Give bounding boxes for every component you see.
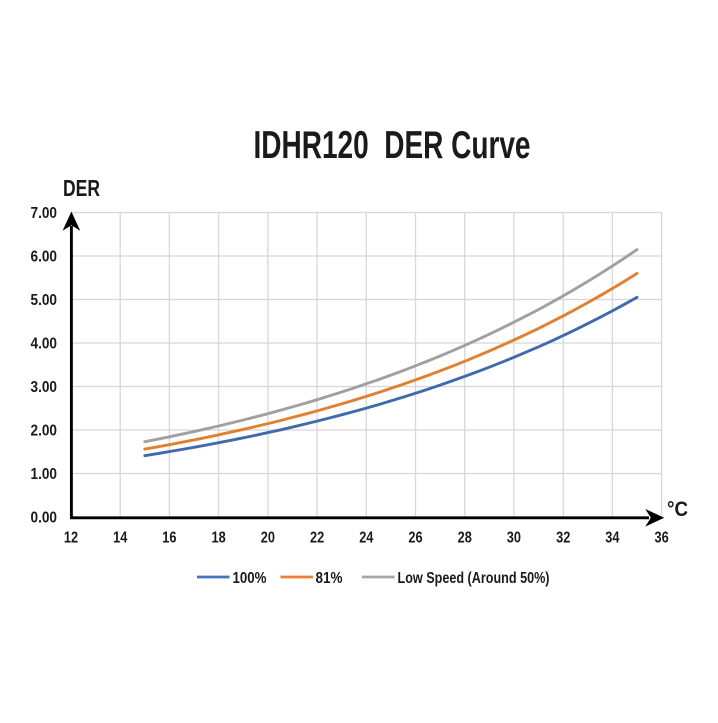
svg-text:16: 16: [162, 530, 176, 547]
svg-text:DER: DER: [63, 175, 100, 201]
svg-text:6.00: 6.00: [31, 249, 58, 266]
svg-text:12: 12: [64, 530, 78, 547]
svg-text:22: 22: [310, 530, 324, 547]
svg-text:28: 28: [458, 530, 472, 547]
svg-text:0.00: 0.00: [31, 510, 58, 527]
svg-text:32: 32: [556, 530, 570, 547]
svg-text:100%: 100%: [233, 570, 267, 587]
svg-text:81%: 81%: [316, 570, 343, 587]
svg-text:36: 36: [655, 530, 669, 547]
svg-text:3.00: 3.00: [31, 379, 58, 396]
svg-text:30: 30: [507, 530, 521, 547]
svg-text:26: 26: [408, 530, 422, 547]
svg-text:7.00: 7.00: [31, 205, 58, 222]
svg-text:1.00: 1.00: [31, 466, 58, 483]
svg-text:Low Speed (Around 50%): Low Speed (Around 50%): [398, 570, 550, 587]
svg-text:18: 18: [212, 530, 226, 547]
svg-text:4.00: 4.00: [31, 336, 58, 353]
svg-text:24: 24: [359, 530, 373, 547]
svg-text:34: 34: [605, 530, 619, 547]
svg-text:2.00: 2.00: [31, 423, 58, 440]
svg-text:20: 20: [261, 530, 275, 547]
svg-text:°C: °C: [667, 498, 688, 521]
svg-text:5.00: 5.00: [31, 292, 58, 309]
svg-text:IDHR120 DER Curve: IDHR120 DER Curve: [254, 124, 531, 167]
svg-text:14: 14: [113, 530, 127, 547]
